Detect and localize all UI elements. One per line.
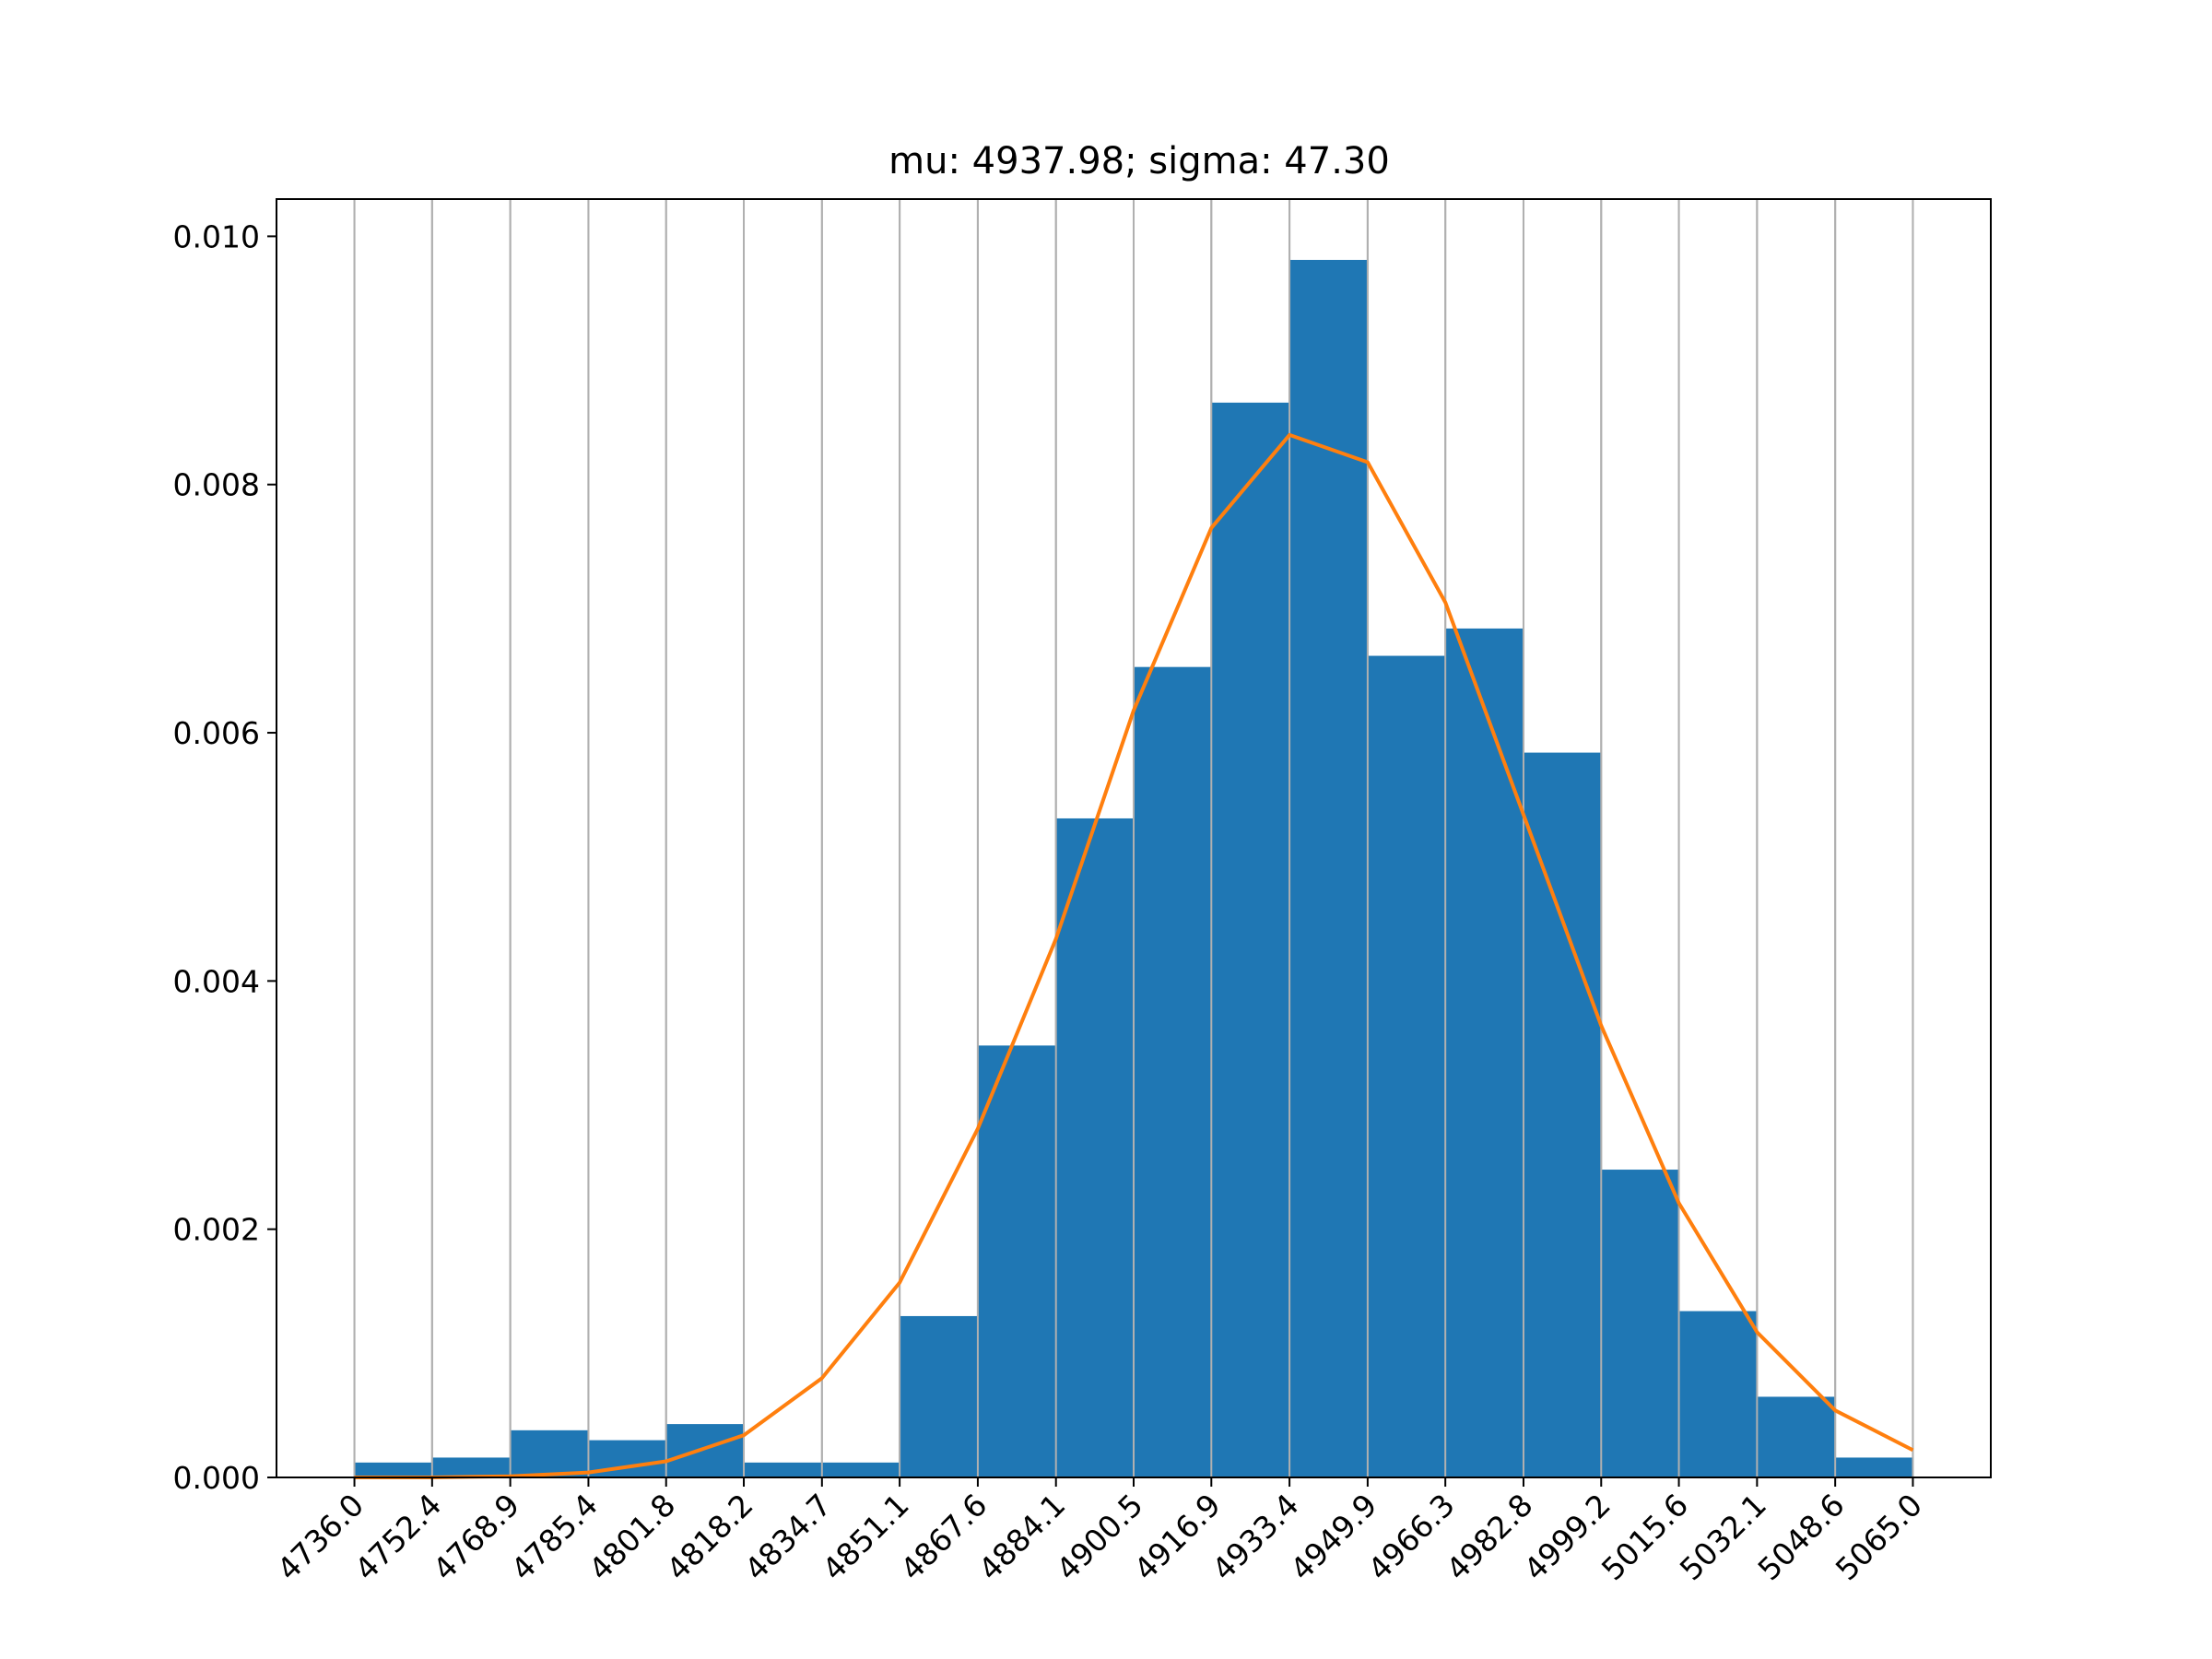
- histogram-bar: [1678, 1311, 1758, 1477]
- histogram-bar: [1757, 1396, 1836, 1477]
- histogram-bar: [1367, 655, 1446, 1477]
- density-curve-layer: [354, 432, 1914, 1479]
- histogram-bar: [1601, 1170, 1679, 1477]
- histogram-bar: [1055, 818, 1134, 1477]
- histogram-bar: [1289, 259, 1368, 1477]
- histogram-bar: [977, 1045, 1056, 1477]
- histogram-bar: [354, 1462, 432, 1477]
- histogram-bar: [665, 1424, 745, 1477]
- chart-title: mu: 4937.98; sigma: 47.30: [888, 140, 1390, 182]
- density-curve: [354, 432, 1914, 1479]
- y-tick-label: 0.008: [173, 467, 260, 503]
- y-tick-label: 0.010: [173, 218, 260, 254]
- y-tick-label: 0.002: [173, 1212, 260, 1248]
- histogram-bar: [1445, 628, 1524, 1477]
- histogram-bar: [1134, 666, 1212, 1477]
- histogram-bar: [1211, 402, 1290, 1477]
- y-tick-label: 0.004: [173, 963, 260, 999]
- histogram-bar: [1523, 752, 1602, 1477]
- histogram-bar: [900, 1315, 978, 1477]
- histogram-bar: [510, 1430, 589, 1477]
- histogram-bar: [431, 1457, 511, 1477]
- y-tick-label: 0.006: [173, 715, 260, 751]
- histogram-bar: [1835, 1457, 1913, 1477]
- y-tick-label: 0.000: [173, 1460, 260, 1496]
- histogram-bar: [744, 1462, 822, 1477]
- histogram-bar: [821, 1462, 900, 1477]
- y-axis-ticks: 0.000 0.002 0.004 0.006 0.008 0.010: [173, 218, 276, 1496]
- histogram-bars: [353, 199, 1914, 1477]
